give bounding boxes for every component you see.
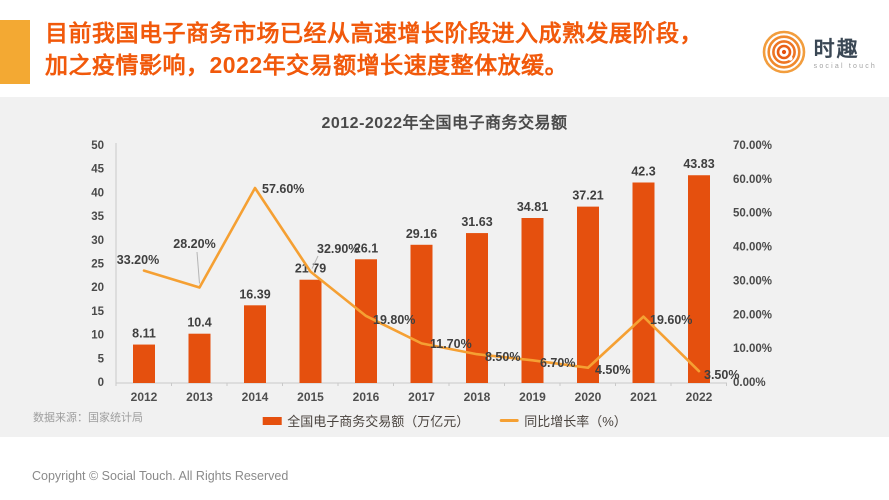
bar-2013: [188, 333, 211, 383]
page-title-line2: 加之疫情影响，2022年交易额增长速度整体放缓。: [45, 52, 569, 78]
x-axis-label: 2020: [575, 390, 602, 404]
left-axis-tick: 45: [91, 164, 104, 176]
right-axis-tick: 30.00%: [733, 275, 772, 287]
bar-2017: [410, 244, 433, 383]
bar-value-label: 10.4: [187, 316, 211, 330]
bar-2022: [688, 175, 710, 383]
bar-value-label: 26.1: [354, 241, 378, 255]
legend-item-bar-series: 全国电子商务交易额（万亿元）: [262, 411, 469, 430]
line-series-swatch: [499, 419, 519, 422]
x-axis-label: 2013: [186, 390, 213, 404]
copyright-text: Copyright © Social Touch. All Rights Res…: [32, 469, 289, 483]
left-axis-tick: 35: [91, 211, 104, 223]
x-axis-label: 2016: [353, 390, 380, 404]
bar-value-label: 16.39: [239, 287, 270, 301]
bar-value-label: 31.63: [461, 215, 492, 229]
right-axis-tick: 0.00%: [733, 377, 766, 389]
right-axis-tick: 10.00%: [733, 343, 772, 355]
bar-value-label: 34.81: [517, 200, 548, 214]
bar-2019: [521, 218, 544, 383]
left-axis-tick: 10: [91, 330, 104, 342]
legend-item-line-series: 同比增长率（%）: [499, 411, 627, 430]
growth-rate-line: [142, 186, 701, 373]
label-leader-line: [196, 251, 200, 284]
line-point-label: 6.70%: [540, 356, 575, 370]
left-axis-tick: 15: [91, 306, 104, 318]
left-axis-tick: 0: [98, 377, 104, 389]
x-axis-label: 2012: [131, 390, 158, 404]
bar-value-label: 37.21: [572, 189, 603, 203]
data-source-note: 数据来源：国家统计局: [33, 412, 143, 424]
line-point-label: 19.60%: [650, 313, 692, 327]
bar-value-label: 29.16: [406, 227, 437, 241]
bar-value-label: 8.11: [132, 327, 156, 341]
bar-value-label: 21.79: [295, 262, 326, 276]
page-title: 目前我国电子商务市场已经从高速增长阶段进入成熟发展阶段， 加之疫情影响，2022…: [45, 17, 703, 81]
x-axis-label: 2014: [242, 390, 269, 404]
line-series-label: 同比增长率（%）: [524, 414, 627, 429]
x-axis-label: 2015: [297, 390, 324, 404]
bar-2016: [355, 259, 377, 383]
chart-legend: 全国电子商务交易额（万亿元） 同比增长率（%）: [262, 411, 627, 430]
chart-title: 2012-2022年全国电子商务交易额: [321, 115, 568, 132]
bar-value-label: 42.3: [631, 164, 655, 178]
brand-subtitle: social touch: [813, 63, 877, 70]
left-axis-tick: 30: [91, 235, 104, 247]
line-point-label: 32.90%: [317, 242, 359, 256]
x-axis-label: 2019: [519, 390, 546, 404]
brand-name: 时趣: [813, 38, 860, 61]
left-axis-tick: 20: [91, 282, 104, 294]
bar-series-swatch: [262, 416, 282, 425]
left-axis-tick: 40: [91, 187, 104, 199]
x-axis-label: 2018: [464, 390, 491, 404]
right-axis-tick: 20.00%: [733, 309, 772, 321]
brand-logo: 时趣 social touch: [761, 29, 877, 80]
line-point-label: 8.50%: [485, 350, 520, 364]
left-axis-tick: 5: [98, 353, 105, 365]
right-axis-tick: 60.00%: [733, 174, 772, 186]
social-touch-spiral-icon: [761, 29, 807, 80]
left-axis-tick: 25: [91, 259, 104, 271]
brand-logo-text: 时趣 social touch: [814, 39, 877, 70]
x-axis-label: 2017: [408, 390, 435, 404]
right-axis-tick: 40.00%: [733, 242, 772, 254]
label-leader-line: [311, 255, 319, 269]
line-point-label: 3.50%: [704, 368, 739, 382]
right-axis-tick: 70.00%: [733, 140, 772, 152]
bar-2020: [577, 206, 599, 383]
line-point-label: 4.50%: [595, 363, 630, 377]
bar-value-label: 43.83: [683, 157, 714, 171]
line-point-label: 33.20%: [117, 253, 159, 267]
line-point-label: 11.70%: [430, 337, 472, 351]
bar-2014: [244, 305, 266, 383]
right-axis-tick: 50.00%: [733, 208, 772, 220]
bar-2018: [466, 233, 488, 383]
line-point-label: 57.60%: [262, 182, 304, 196]
bar-2015: [299, 279, 322, 383]
chart-panel: 0 5 10 15 20 25 30 35 40 45 50 0.00% 10.00% 20.00% 30.…: [0, 97, 889, 437]
line-point-label: 19.80%: [373, 313, 415, 327]
combo-chart: 0 5 10 15 20 25 30 35 40 45 50 0.00% 10.00% 20.00% 30.…: [91, 140, 772, 404]
page-title-line1: 目前我国电子商务市场已经从高速增长阶段进入成熟发展阶段，: [45, 20, 703, 46]
accent-square: [0, 20, 30, 84]
x-axis-label: 2022: [686, 390, 713, 404]
bar-2012: [133, 344, 155, 383]
x-axis-label: 2021: [630, 390, 657, 404]
line-point-label: 28.20%: [173, 237, 215, 251]
bar-2021: [632, 182, 655, 383]
left-axis-tick: 50: [91, 140, 104, 152]
bar-series-label: 全国电子商务交易额（万亿元）: [287, 414, 470, 429]
